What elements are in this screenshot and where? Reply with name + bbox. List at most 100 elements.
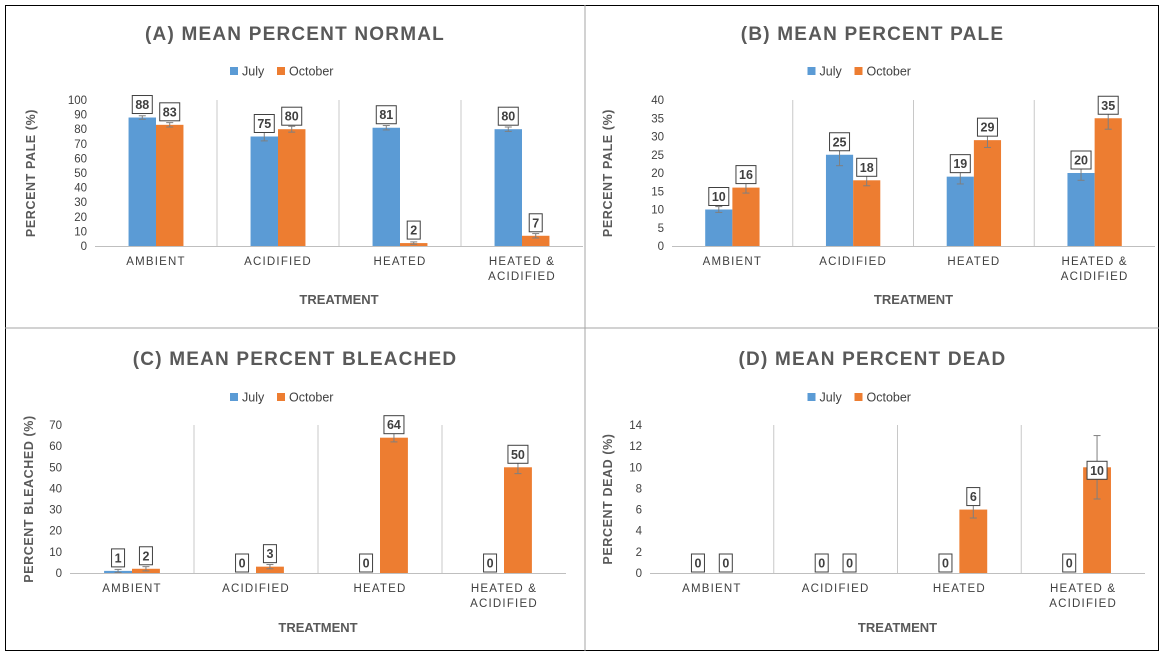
bar-october [156,124,184,246]
y-tick-label: 14 [629,420,642,432]
data-label: 2 [142,549,149,563]
data-label: 64 [387,418,401,432]
data-label: 16 [739,168,753,182]
data-label: 25 [833,135,847,149]
y-tick-label: 2 [636,547,642,559]
x-tick-label: HEATED [374,256,427,268]
data-label-box [814,553,829,573]
data-label: 88 [135,98,149,112]
y-tick-label: 15 [651,186,664,198]
x-tick-label: HEATED [947,256,1000,268]
data-label: 0 [722,557,729,571]
data-label-box [131,95,153,115]
data-label: 1 [115,551,122,565]
panel-title: (B) MEAN PERCENT PALE [741,24,1004,45]
data-label: 10 [1090,464,1104,478]
data-label: 35 [1101,99,1115,113]
bar-october [973,140,1002,246]
bar-july [494,129,522,246]
legend-swatch-july [807,393,816,401]
y-tick-label: 0 [81,241,87,253]
y-tick-label: 70 [49,420,62,432]
data-label-box [718,553,733,573]
data-label: 81 [379,108,393,122]
y-tick-label: 30 [74,197,87,209]
bar-october [278,129,306,246]
y-tick-label: 30 [651,132,664,144]
data-label-box [406,220,421,240]
legend-swatch-october [854,393,863,401]
bar-july [250,136,278,246]
panel-title: (D) MEAN PERCENT DEAD [739,349,1007,370]
bar-october [522,235,550,246]
x-axis-label: TREATMENT [858,620,937,635]
y-axis-label: PERCENT DEAD (%) [601,433,615,564]
y-axis-label: PERCENT BLEACHED (%) [22,415,36,583]
data-label-box [528,213,543,233]
y-tick-label: 40 [74,183,87,195]
y-tick-label: 0 [56,568,62,580]
x-tick-label: HEATED & [1061,256,1127,268]
x-axis-label: TREATMENT [278,620,357,635]
data-label-box [1097,95,1119,115]
data-label-box [507,444,529,464]
y-tick-label: 35 [651,113,664,125]
data-label-box [690,553,705,573]
panel-title: (C) MEAN PERCENT BLEACHED [133,349,458,370]
data-label-box [938,553,953,573]
data-label-box [281,106,303,126]
x-tick-label: ACIDIFIED [470,598,538,610]
data-label: 80 [285,110,299,124]
y-tick-label: 10 [49,547,62,559]
data-label: 80 [501,110,515,124]
data-label-box [235,553,250,573]
chart-panel-c: (C) MEAN PERCENT BLEACHED July October 0 10 2… [22,349,566,635]
x-tick-label: ACIDIFIED [819,256,887,268]
y-tick-label: 60 [49,441,62,453]
data-label-box [708,187,730,206]
data-label: 29 [981,121,995,135]
y-tick-label: 10 [74,226,87,238]
x-tick-label: HEATED & [1050,583,1116,595]
x-tick-label: ACIDIFIED [488,271,556,283]
panel-title: (A) MEAN PERCENT NORMAL [145,24,445,45]
bar-july [705,209,733,246]
data-label-box [262,544,277,564]
data-label-box [253,114,275,133]
data-label: 83 [163,105,177,119]
legend-swatch-july [230,393,238,401]
data-label-box [1062,553,1077,573]
y-tick-label: 12 [629,441,642,453]
x-axis-label: TREATMENT [299,292,378,307]
bar-october [504,467,532,573]
x-tick-label: AMBIENT [102,583,162,595]
y-tick-label: 40 [49,483,62,495]
legend-swatch-october [277,393,285,401]
bar-october [256,566,284,573]
legend: July October [230,391,333,405]
x-tick-label: HEATED [354,583,407,595]
data-label-box [735,165,757,185]
chart-panel-d: (D) MEAN PERCENT DEAD July October 0 2 4 6 8 10 1… [601,349,1145,635]
data-label-box [1086,460,1108,480]
data-label-box [138,546,153,566]
data-label: 6 [970,490,977,504]
data-label-box [359,553,374,573]
y-tick-label: 0 [636,568,642,580]
legend-label-october: October [289,391,333,405]
x-tick-label: ACIDIFIED [1049,598,1117,610]
x-tick-label: AMBIENT [126,256,186,268]
y-tick-label: 70 [74,139,87,151]
bar-october [1094,118,1122,246]
legend-swatch-october [854,67,863,75]
y-tick-label: 50 [74,168,87,180]
legend: July October [807,65,911,79]
data-label-box [159,102,181,122]
legend-label-october: October [867,391,911,405]
y-tick-label: 100 [68,95,87,107]
chart-panel-a: (A) MEAN PERCENT NORMAL July October 0 10 20 3… [24,24,583,307]
data-label: 0 [818,557,825,571]
legend-swatch-july [807,67,816,75]
data-label: 0 [1066,557,1073,571]
